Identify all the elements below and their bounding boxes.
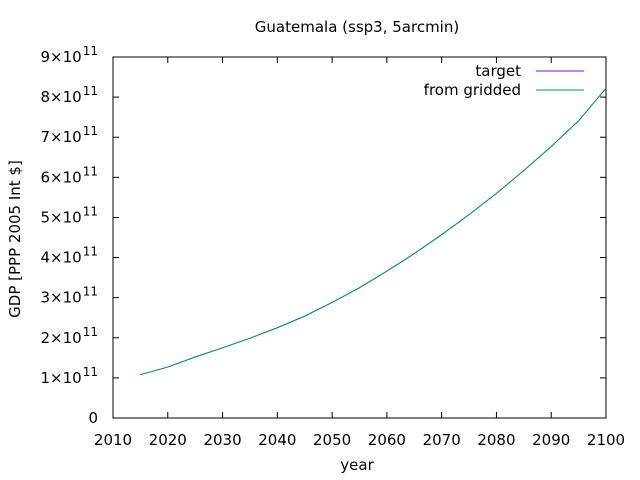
y-tick-mantissa: 9×10 [41,48,82,66]
y-tick-label: 8×1011 [41,84,98,106]
y-tick-mantissa: 3×10 [41,289,82,307]
y-tick-mantissa: 7×10 [41,128,82,146]
x-tick-label: 2010 [94,431,132,449]
x-tick-label: 2060 [368,431,406,449]
y-tick-label: 2×1011 [41,325,98,347]
y-tick-label: 4×1011 [41,245,98,267]
y-tick-exponent: 11 [83,164,98,178]
y-tick-label: 9×1011 [41,44,98,66]
x-tick-label: 2050 [313,431,351,449]
chart-title: Guatemala (ssp3, 5arcmin) [255,18,459,36]
y-tick-exponent: 11 [83,44,98,58]
y-tick-label: 0 [88,409,98,427]
legend-label: from gridded [424,81,521,99]
series-line-0 [140,87,607,376]
y-tick-mantissa: 6×10 [41,168,82,186]
plot-layer: 2010 2020 2030 2040 2050 2060 2070 2080 2090 2100… [41,44,626,449]
x-tick-label: 2100 [587,431,625,449]
x-tick-label: 2070 [423,431,461,449]
y-tick-mantissa: 1×10 [41,369,82,387]
y-tick-label: 7×1011 [41,124,98,146]
y-tick-mantissa: 8×10 [41,88,82,106]
x-tick-label: 2020 [149,431,187,449]
y-tick-exponent: 11 [83,325,98,339]
y-tick-label: 1×1011 [41,365,98,387]
y-tick-mantissa: 0 [88,409,98,427]
y-tick-mantissa: 2×10 [41,329,82,347]
x-tick-label: 2080 [477,431,515,449]
y-tick-exponent: 11 [83,204,98,218]
y-tick-label: 5×1011 [41,204,98,226]
y-tick-exponent: 11 [83,365,98,379]
x-tick-label: 2040 [258,431,296,449]
x-axis-label: year [340,456,374,474]
y-tick-exponent: 11 [83,84,98,98]
y-tick-exponent: 11 [83,285,98,299]
y-tick-label: 6×1011 [41,164,98,186]
y-tick-mantissa: 5×10 [41,208,82,226]
x-tick-label: 2090 [532,431,570,449]
plot-frame [112,56,607,419]
y-tick-exponent: 11 [83,124,98,138]
series-line-1 [140,87,607,376]
y-axis-label: GDP [PPP 2005 Int $] [6,160,24,318]
y-tick-mantissa: 4×10 [41,249,82,267]
y-tick-label: 3×1011 [41,285,98,307]
legend-label: target [475,62,521,80]
x-tick-label: 2030 [203,431,241,449]
y-tick-exponent: 11 [83,245,98,259]
